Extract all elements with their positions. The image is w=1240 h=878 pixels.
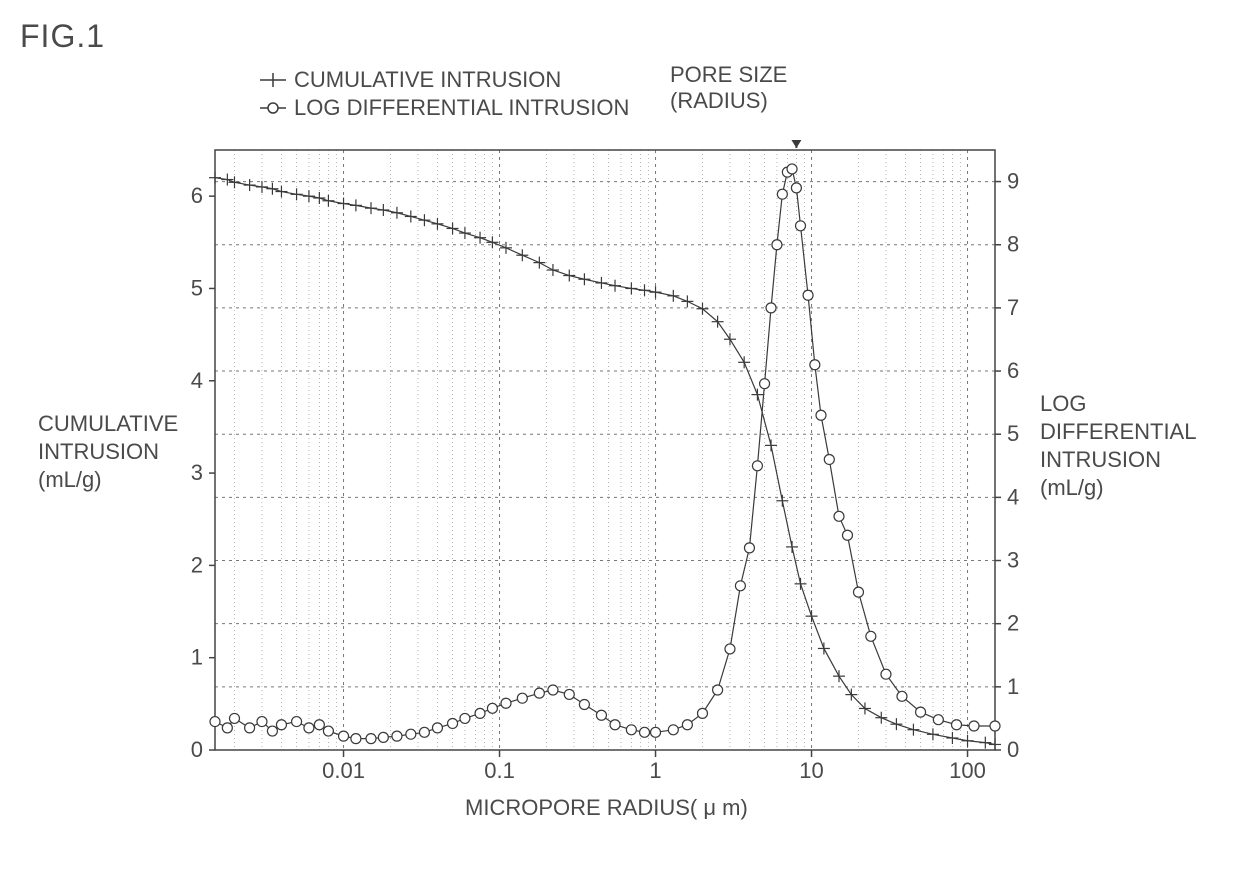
figure-title: FIG.1	[20, 18, 105, 55]
axis-label-line: LOG	[1040, 390, 1196, 418]
annotation-line: (RADIUS)	[670, 88, 787, 114]
svg-text:0: 0	[1007, 737, 1019, 762]
svg-text:3: 3	[1007, 548, 1019, 573]
svg-text:6: 6	[191, 183, 203, 208]
svg-text:4: 4	[1007, 484, 1019, 509]
svg-text:3: 3	[191, 460, 203, 485]
svg-text:5: 5	[191, 275, 203, 300]
legend-label: LOG DIFFERENTIAL INTRUSION	[294, 94, 629, 122]
svg-text:0.01: 0.01	[322, 758, 365, 783]
svg-text:1: 1	[1007, 674, 1019, 699]
axis-label-line: CUMULATIVE	[38, 410, 178, 438]
svg-text:0.1: 0.1	[484, 758, 515, 783]
circle-marker-icon	[260, 99, 286, 117]
svg-text:2: 2	[1007, 611, 1019, 636]
y-right-axis-label: LOG DIFFERENTIAL INTRUSION (mL/g)	[1040, 390, 1196, 502]
svg-text:5: 5	[1007, 421, 1019, 446]
legend: CUMULATIVE INTRUSION LOG DIFFERENTIAL IN…	[260, 66, 629, 122]
y-left-axis-label: CUMULATIVE INTRUSION (mL/g)	[38, 410, 178, 494]
axis-label-line: INTRUSION	[38, 438, 178, 466]
svg-text:100: 100	[949, 758, 986, 783]
pore-size-annotation: PORE SIZE (RADIUS)	[670, 62, 787, 114]
legend-item-cumulative: CUMULATIVE INTRUSION	[260, 66, 629, 94]
axis-label-line: (mL/g)	[38, 466, 178, 494]
annotation-line: PORE SIZE	[670, 62, 787, 88]
svg-text:6: 6	[1007, 358, 1019, 383]
svg-text:8: 8	[1007, 232, 1019, 257]
chart-plot: 0.01 0.1 1 10 100 0 1 2 3 4 5 6 0 1 2 3 4 5 6 7 8 9	[160, 140, 1050, 805]
svg-text:7: 7	[1007, 295, 1019, 320]
svg-text:1: 1	[649, 758, 661, 783]
legend-label: CUMULATIVE INTRUSION	[294, 66, 561, 94]
axis-label-line: DIFFERENTIAL	[1040, 418, 1196, 446]
plus-marker-icon	[260, 71, 286, 89]
legend-item-logdiff: LOG DIFFERENTIAL INTRUSION	[260, 94, 629, 122]
svg-text:1: 1	[191, 645, 203, 670]
svg-text:2: 2	[191, 552, 203, 577]
svg-text:0: 0	[191, 737, 203, 762]
svg-text:4: 4	[191, 368, 203, 393]
svg-text:10: 10	[799, 758, 823, 783]
axis-label-line: INTRUSION	[1040, 446, 1196, 474]
svg-text:9: 9	[1007, 169, 1019, 194]
axis-label-line: (mL/g)	[1040, 474, 1196, 502]
